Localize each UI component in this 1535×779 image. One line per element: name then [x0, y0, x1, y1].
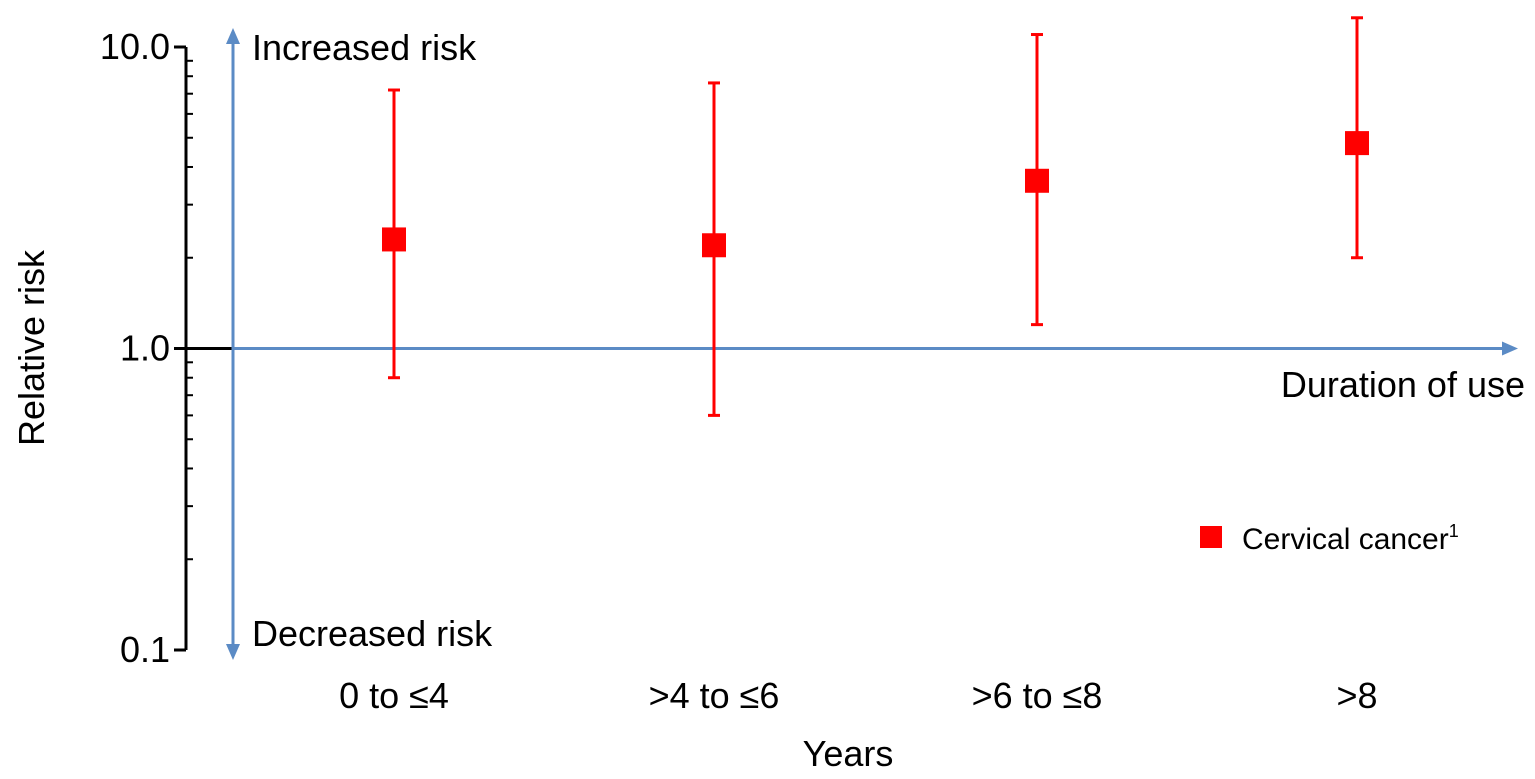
y-tick-label: 1.0 [120, 328, 170, 369]
x-tick-label: >6 to ≤8 [972, 675, 1103, 716]
x-tick-label: >8 [1336, 675, 1377, 716]
data-point [1345, 131, 1369, 156]
annotation-decreased-risk: Decreased risk [252, 613, 493, 654]
x-tick-label: >4 to ≤6 [649, 675, 780, 716]
legend: Cervical cancer1 [1200, 521, 1459, 556]
x-tick-label: 0 to ≤4 [339, 675, 449, 716]
x-axis-label: Years [803, 733, 894, 774]
y-tick-label: 0.1 [120, 629, 170, 670]
data-point [702, 233, 726, 258]
annotation-duration-of-use: Duration of use [1281, 364, 1525, 405]
risk-arrow-up [226, 28, 240, 44]
marks-layer [382, 16, 1369, 417]
y-axis-label: Relative risk [11, 249, 52, 446]
legend-series-name: Cervical cancer [1242, 523, 1449, 556]
risk-arrow-down [226, 644, 240, 660]
data-point [382, 227, 406, 252]
legend-marker [1200, 526, 1222, 548]
legend-label: Cervical cancer1 [1242, 521, 1459, 556]
reference-arrow-right [1502, 341, 1518, 356]
legend-superscript: 1 [1449, 521, 1459, 541]
axes-layer: 10.0 1.0 0.1 0 to ≤4 >4 to ≤6 >6 to ≤8 >8 [100, 26, 1518, 716]
y-tick-label: 10.0 [100, 26, 170, 67]
data-point [1025, 168, 1049, 193]
annotation-increased-risk: Increased risk [252, 27, 477, 68]
